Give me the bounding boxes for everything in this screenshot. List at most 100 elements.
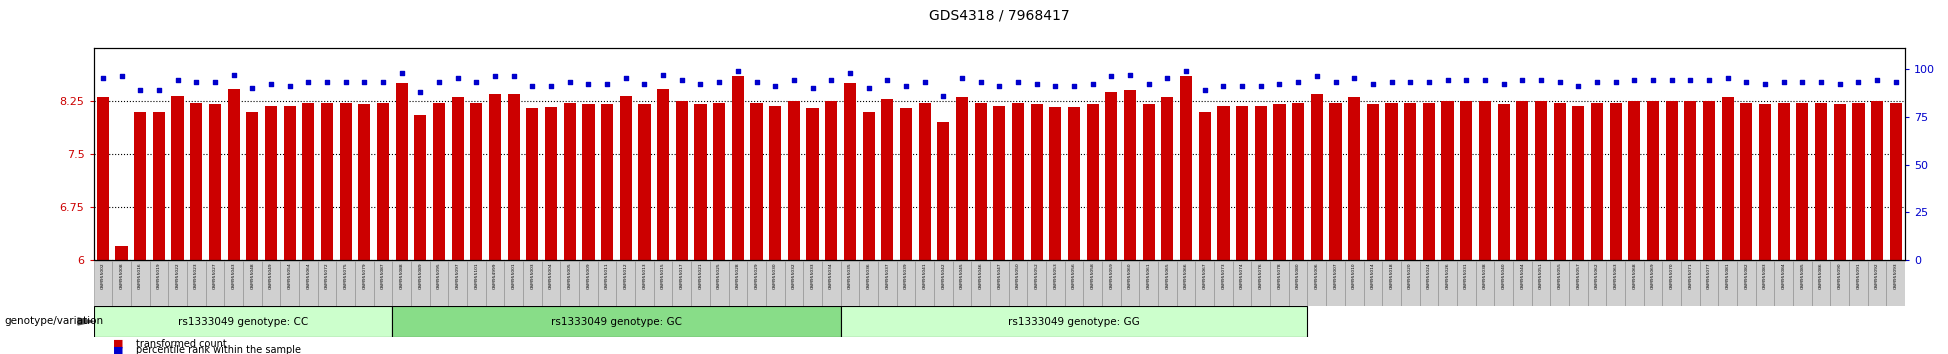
- Point: [1712, 75, 1743, 81]
- Text: GSM955015: GSM955015: [660, 262, 664, 289]
- Bar: [321, 103, 333, 260]
- Text: GSM955011: GSM955011: [606, 262, 610, 289]
- Point: [218, 72, 249, 78]
- Text: GSM955055: GSM955055: [1558, 262, 1562, 289]
- Point: [1732, 79, 1763, 85]
- Text: GSM955076: GSM955076: [1258, 262, 1262, 289]
- Bar: [452, 97, 464, 260]
- Point: [1675, 78, 1706, 83]
- Point: [292, 79, 323, 85]
- Text: GSM955057: GSM955057: [1576, 262, 1580, 289]
- Point: [312, 79, 343, 85]
- Bar: [261, 261, 281, 306]
- Bar: [1233, 261, 1251, 306]
- Bar: [1555, 103, 1566, 260]
- Text: GSM955064: GSM955064: [306, 262, 310, 289]
- Point: [1880, 79, 1911, 85]
- Bar: [842, 306, 1307, 337]
- Point: [405, 89, 436, 95]
- Bar: [152, 112, 166, 260]
- Bar: [1551, 261, 1568, 306]
- Point: [1769, 79, 1800, 85]
- Text: GSM955083: GSM955083: [1763, 262, 1767, 289]
- Bar: [302, 103, 314, 260]
- Point: [275, 83, 306, 89]
- Bar: [281, 261, 298, 306]
- Bar: [526, 108, 538, 260]
- Text: GSM955066: GSM955066: [1184, 262, 1188, 289]
- Bar: [1703, 101, 1714, 260]
- Text: GSM955085: GSM955085: [1800, 262, 1804, 289]
- Text: GSM955020: GSM955020: [1408, 262, 1412, 289]
- Text: GSM955091: GSM955091: [1856, 262, 1860, 289]
- Bar: [822, 261, 842, 306]
- Bar: [1625, 261, 1644, 306]
- Bar: [879, 261, 896, 306]
- Bar: [1681, 261, 1701, 306]
- Bar: [94, 261, 113, 306]
- Point: [1693, 78, 1724, 83]
- Point: [740, 79, 771, 85]
- Bar: [842, 261, 859, 306]
- Bar: [374, 261, 392, 306]
- Bar: [1401, 261, 1420, 306]
- Bar: [598, 261, 616, 306]
- Bar: [168, 261, 187, 306]
- Point: [1188, 87, 1219, 93]
- Bar: [171, 96, 183, 260]
- Text: ■: ■: [113, 346, 123, 354]
- Point: [1525, 78, 1556, 83]
- Point: [647, 72, 678, 78]
- Text: GSM955093: GSM955093: [1893, 262, 1897, 289]
- Bar: [1666, 101, 1677, 260]
- Bar: [1385, 103, 1397, 260]
- Bar: [1718, 261, 1738, 306]
- Text: GSM955058: GSM955058: [1091, 262, 1095, 289]
- Bar: [1180, 76, 1192, 260]
- Text: GSM955046: GSM955046: [978, 262, 982, 289]
- Point: [1245, 83, 1276, 89]
- Point: [723, 68, 754, 74]
- Bar: [1009, 261, 1027, 306]
- Text: GSM955004: GSM955004: [549, 262, 553, 289]
- Text: GSM955016: GSM955016: [138, 262, 142, 289]
- Point: [1358, 81, 1389, 87]
- Text: GSM955072: GSM955072: [325, 262, 329, 289]
- Bar: [1383, 261, 1401, 306]
- Bar: [1868, 261, 1886, 306]
- Bar: [990, 261, 1009, 306]
- Bar: [97, 97, 109, 260]
- Point: [1171, 68, 1202, 74]
- Point: [368, 79, 399, 85]
- Text: GSM955071: GSM955071: [1689, 262, 1693, 289]
- Point: [423, 79, 454, 85]
- Bar: [635, 261, 655, 306]
- Bar: [355, 261, 374, 306]
- Point: [1414, 79, 1445, 85]
- Text: GSM955008: GSM955008: [119, 262, 123, 289]
- Bar: [1531, 261, 1551, 306]
- Bar: [1290, 261, 1307, 306]
- Bar: [1046, 261, 1066, 306]
- Text: GDS4318 / 7968417: GDS4318 / 7968417: [929, 9, 1069, 23]
- Bar: [993, 106, 1005, 260]
- Bar: [563, 103, 577, 260]
- Bar: [933, 261, 953, 306]
- Bar: [284, 106, 296, 260]
- Bar: [1755, 261, 1775, 306]
- Bar: [431, 261, 448, 306]
- Bar: [1775, 261, 1792, 306]
- Text: GSM955047: GSM955047: [997, 262, 1001, 289]
- Point: [349, 79, 380, 85]
- Text: GSM955065: GSM955065: [1165, 262, 1169, 289]
- Bar: [1738, 261, 1755, 306]
- Text: GSM955025: GSM955025: [717, 262, 721, 289]
- Bar: [208, 104, 220, 260]
- Point: [1843, 79, 1874, 85]
- Point: [1227, 83, 1258, 89]
- Point: [1003, 79, 1034, 85]
- Point: [610, 75, 641, 81]
- Bar: [1438, 261, 1457, 306]
- Text: GSM955051: GSM955051: [1539, 262, 1543, 289]
- Point: [1040, 83, 1071, 89]
